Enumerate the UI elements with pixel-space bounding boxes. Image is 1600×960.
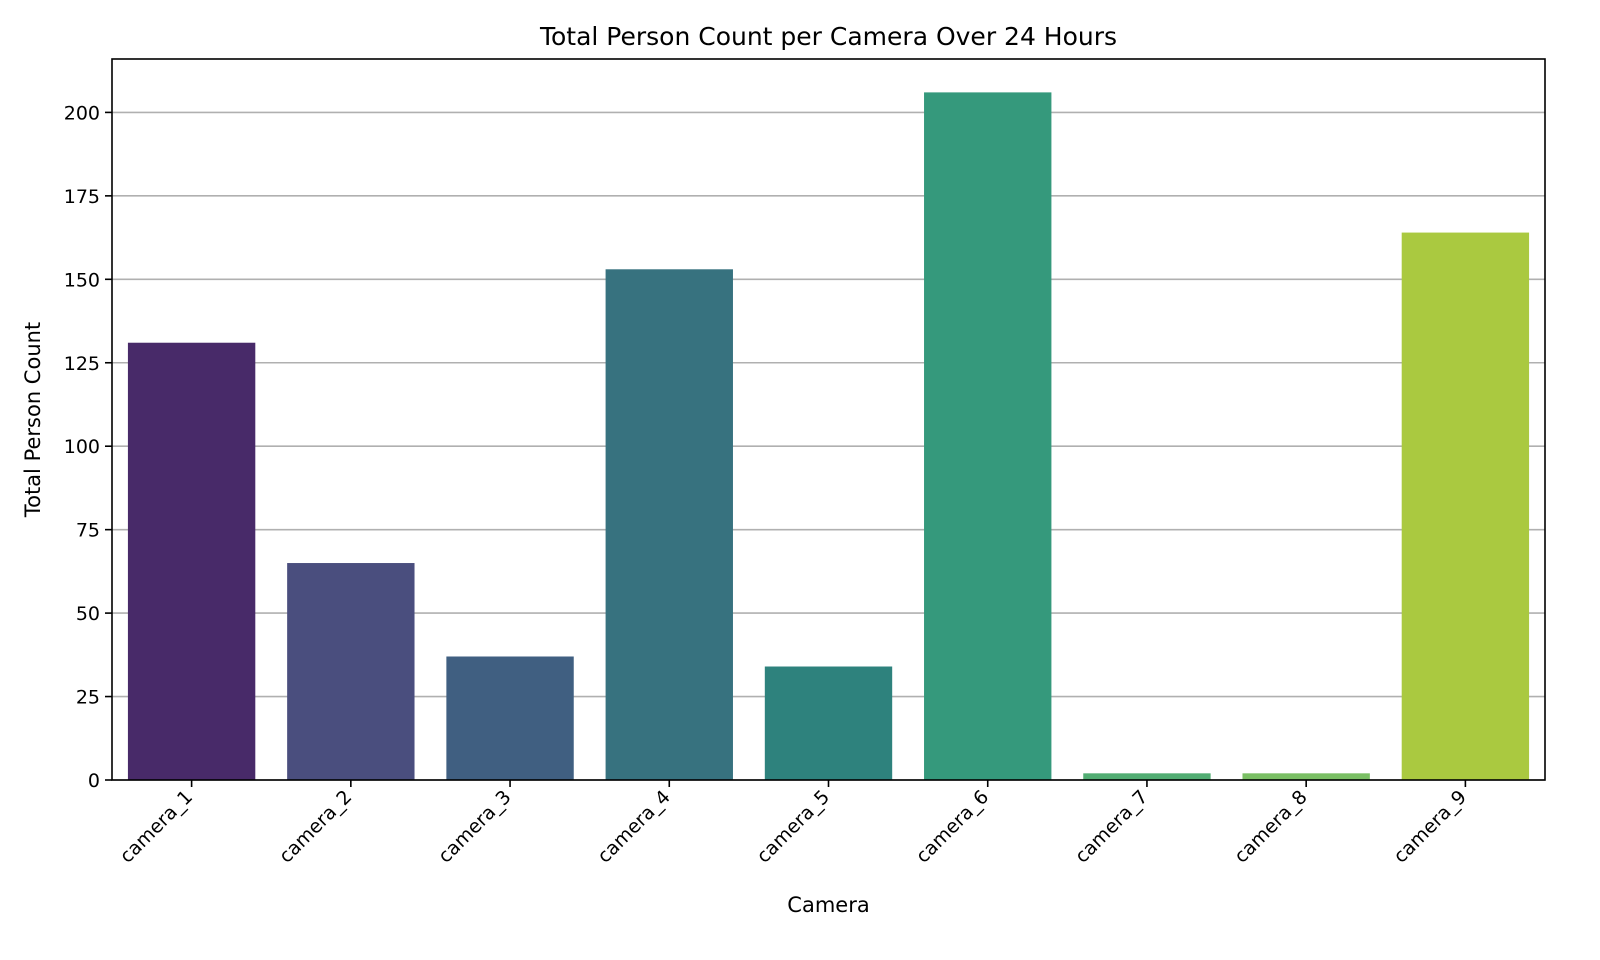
y-axis-ticks: 0 25 50 75 100 125 150 175 200 — [64, 102, 112, 792]
x-tick-label: camera_5 — [752, 786, 834, 868]
bar-camera_7 — [1083, 773, 1211, 780]
x-tick-label: camera_9 — [1389, 786, 1471, 868]
x-tick-label: camera_8 — [1230, 786, 1312, 868]
y-tick-label: 150 — [64, 269, 100, 291]
bars — [127, 92, 1530, 780]
y-tick-label: 50 — [76, 603, 100, 625]
y-axis-title: Total Person Count — [21, 322, 45, 518]
bar-camera_2 — [287, 563, 415, 780]
x-axis-ticks: camera_1 camera_2 camera_3 camera_4 camera_5… — [116, 780, 1471, 868]
y-tick-label: 125 — [64, 353, 100, 375]
bar-camera_1 — [127, 342, 256, 780]
y-tick-label: 100 — [64, 436, 100, 458]
bar-camera_4 — [605, 269, 733, 780]
y-tick-label: 175 — [64, 186, 100, 208]
x-tick-label: camera_2 — [275, 786, 357, 868]
bar-camera_8 — [1242, 773, 1370, 780]
x-tick-label: camera_3 — [434, 786, 516, 868]
bar-camera_6 — [924, 92, 1052, 780]
y-tick-label: 25 — [76, 687, 100, 709]
bar-camera_9 — [1401, 232, 1530, 780]
x-tick-label: camera_4 — [593, 786, 675, 868]
bar-camera_5 — [764, 666, 893, 780]
x-axis-title: Camera — [787, 893, 869, 917]
x-tick-label: camera_7 — [1071, 786, 1153, 868]
x-tick-label: camera_6 — [912, 786, 994, 868]
y-tick-label: 0 — [88, 770, 100, 792]
y-tick-label: 75 — [76, 520, 100, 542]
chart-title: Total Person Count per Camera Over 24 Ho… — [539, 22, 1117, 51]
y-tick-label: 200 — [64, 102, 100, 124]
bar-camera_3 — [446, 656, 574, 780]
x-tick-label: camera_1 — [116, 786, 198, 868]
